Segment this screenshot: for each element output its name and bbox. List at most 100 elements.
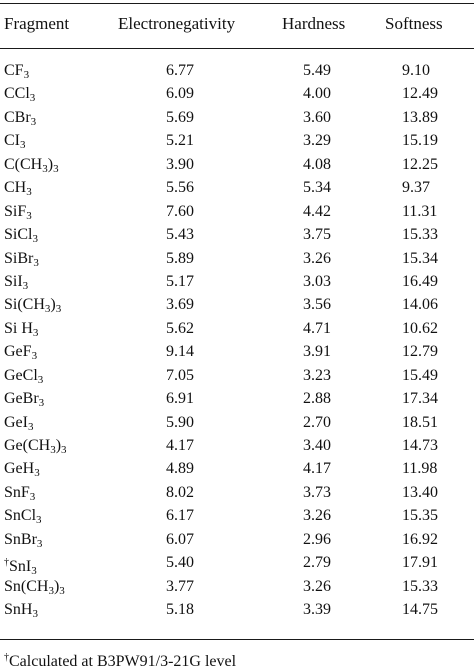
header-hardness: Hardness [282, 14, 346, 33]
cell-fragment: SiF3 [4, 202, 32, 222]
cell-hardness: 4.71 [303, 319, 331, 337]
cell-hardness: 5.34 [303, 179, 331, 197]
table-row: GeF3 9.14 3.91 12.79 [0, 340, 474, 363]
cell-softness: 10.62 [402, 319, 438, 337]
cell-hardness: 3.40 [303, 437, 331, 454]
cell-fragment: SiCl3 [4, 226, 38, 246]
table-row: CCl3 6.09 4.00 12.49 [0, 82, 474, 105]
cell-electronegativity: 5.21 [166, 132, 194, 150]
cell-hardness: 3.26 [303, 507, 331, 525]
cell-hardness: 3.73 [303, 483, 331, 501]
table-row: Si H3 5.62 4.71 10.62 [0, 317, 474, 340]
cell-softness: 13.89 [402, 108, 438, 126]
cell-hardness: 3.39 [303, 601, 331, 619]
cell-electronegativity: 6.77 [166, 62, 194, 79]
table-header-rule [0, 48, 474, 49]
cell-electronegativity: 5.40 [166, 554, 194, 572]
cell-hardness: 4.17 [303, 460, 331, 478]
table-row: GeH3 4.89 4.17 11.98 [0, 457, 474, 480]
cell-fragment: Si(CH3)3 [4, 296, 62, 316]
footnote: †Calculated at B3PW91/3-21G level [4, 652, 236, 671]
cell-softness: 17.91 [402, 554, 438, 572]
cell-hardness: 2.88 [303, 390, 331, 408]
cell-electronegativity: 6.17 [166, 507, 194, 525]
table-row: CBr3 5.69 3.60 13.89 [0, 106, 474, 129]
cell-fragment: Si H3 [4, 319, 39, 339]
cell-softness: 9.37 [402, 179, 430, 197]
cell-fragment: GeH3 [4, 460, 40, 480]
cell-hardness: 3.23 [303, 366, 331, 384]
table-row: Sn(CH3)3 3.77 3.26 15.33 [0, 575, 474, 598]
table-row: Ge(CH3)3 4.17 3.40 14.73 [0, 434, 474, 457]
cell-electronegativity: 3.69 [166, 296, 194, 314]
cell-electronegativity: 5.43 [166, 226, 194, 244]
cell-softness: 11.31 [402, 202, 438, 220]
cell-hardness: 3.91 [303, 343, 331, 361]
table-row: SnBr3 6.07 2.96 16.92 [0, 528, 474, 551]
cell-fragment: Sn(CH3)3 [4, 577, 65, 597]
cell-electronegativity: 5.69 [166, 108, 194, 126]
cell-softness: 16.49 [402, 272, 438, 290]
table-row: CI3 5.21 3.29 15.19 [0, 129, 474, 152]
table-row: Si(CH3)3 3.69 3.56 14.06 [0, 293, 474, 316]
cell-hardness: 5.49 [303, 62, 331, 79]
cell-electronegativity: 3.90 [166, 155, 194, 173]
cell-hardness: 4.00 [303, 85, 331, 103]
cell-softness: 12.49 [402, 85, 438, 103]
cell-fragment: SnH3 [4, 601, 38, 621]
cell-electronegativity: 9.14 [166, 343, 194, 361]
cell-electronegativity: 7.60 [166, 202, 194, 220]
cell-fragment: CCl3 [4, 85, 36, 105]
cell-softness: 15.35 [402, 507, 438, 525]
table-top-rule [0, 3, 474, 4]
cell-fragment: GeBr3 [4, 390, 45, 410]
table-row: SiCl3 5.43 3.75 15.33 [0, 223, 474, 246]
cell-softness: 17.34 [402, 390, 438, 408]
cell-hardness: 3.75 [303, 226, 331, 244]
cell-softness: 13.40 [402, 483, 438, 501]
table-row: SnH3 5.18 3.39 14.75 [0, 598, 474, 621]
footnote-text: Calculated at B3PW91/3-21G level [9, 653, 237, 670]
cell-fragment: GeCl3 [4, 366, 44, 386]
cell-electronegativity: 4.17 [166, 437, 194, 454]
table-row: GeCl3 7.05 3.23 15.49 [0, 364, 474, 387]
cell-softness: 14.75 [402, 601, 438, 619]
cell-fragment: SnBr3 [4, 530, 43, 550]
header-electronegativity: Electronegativity [118, 14, 236, 33]
cell-softness: 18.51 [402, 413, 438, 431]
cell-fragment: CBr3 [4, 108, 37, 128]
table-row: CH3 5.56 5.34 9.37 [0, 176, 474, 199]
cell-softness: 9.10 [402, 62, 430, 79]
cell-hardness: 2.96 [303, 530, 331, 548]
cell-electronegativity: 6.91 [166, 390, 194, 408]
cell-softness: 12.79 [402, 343, 438, 361]
cell-fragment: CH3 [4, 179, 32, 199]
table-row: SiI3 5.17 3.03 16.49 [0, 270, 474, 293]
cell-softness: 14.06 [402, 296, 438, 314]
cell-hardness: 3.26 [303, 249, 331, 267]
table-row: GeBr3 6.91 2.88 17.34 [0, 387, 474, 410]
table-row: SiBr3 5.89 3.26 15.34 [0, 247, 474, 270]
cell-hardness: 2.70 [303, 413, 331, 431]
cell-hardness: 3.03 [303, 272, 331, 290]
cell-fragment: SnCl3 [4, 507, 42, 527]
cell-hardness: 4.08 [303, 155, 331, 173]
cell-electronegativity: 4.89 [166, 460, 194, 478]
table-body: CF3 6.77 5.49 9.10 CCl3 6.09 4.00 12.49 CBr3 5.69… [0, 59, 474, 622]
table-row: GeI3 5.90 2.70 18.51 [0, 411, 474, 434]
cell-hardness: 3.29 [303, 132, 331, 150]
cell-electronegativity: 6.09 [166, 85, 194, 103]
cell-hardness: 2.79 [303, 554, 331, 572]
cell-fragment: CI3 [4, 132, 26, 152]
cell-softness: 15.33 [402, 226, 438, 244]
cell-electronegativity: 5.90 [166, 413, 194, 431]
cell-electronegativity: 3.77 [166, 577, 194, 595]
table-row: SnF3 8.02 3.73 13.40 [0, 481, 474, 504]
table-row: CF3 6.77 5.49 9.10 [0, 59, 474, 82]
cell-electronegativity: 5.17 [166, 272, 194, 290]
cell-electronegativity: 5.89 [166, 249, 194, 267]
cell-softness: 12.25 [402, 155, 438, 173]
table-row: †SnI3 5.40 2.79 17.91 [0, 551, 474, 577]
cell-fragment: SiBr3 [4, 249, 39, 269]
footnote-mark: † [4, 652, 9, 663]
